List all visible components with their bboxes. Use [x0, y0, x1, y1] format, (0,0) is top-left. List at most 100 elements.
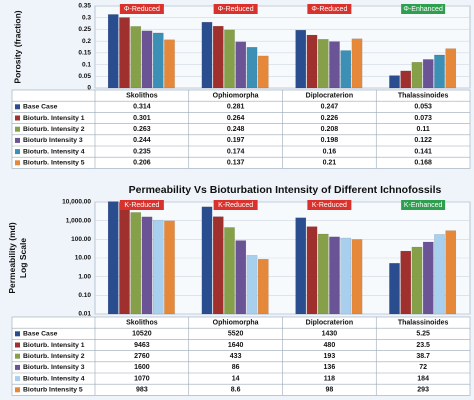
annotation: Φ-Reduced: [311, 6, 347, 13]
legend-swatch: [15, 115, 20, 121]
table-value: 72: [419, 364, 427, 371]
table-frame: [11, 89, 471, 169]
table-value: 23.5: [416, 342, 430, 349]
x-tick-label: Ophiomorpha: [213, 319, 259, 326]
legend-label: Base Case: [23, 104, 58, 111]
annotation-box: [213, 4, 258, 14]
table-value: 0.264: [227, 115, 245, 122]
legend-label: Bioturb. Intensity 4: [23, 148, 85, 155]
annotation: Φ-Enhanced: [403, 6, 443, 13]
table-value: 9463: [134, 342, 150, 349]
legend-label: Bioturb. Intensity 1: [23, 342, 85, 349]
legend-label: Bioturb Intensity 5: [23, 387, 83, 394]
bar: [164, 220, 175, 315]
bar: [152, 32, 164, 89]
y-tick-label: 100.00: [71, 236, 91, 243]
x-tick-label: Thalassinoides: [398, 92, 449, 99]
legend-swatch: [15, 160, 20, 166]
x-tick-label: Thalassinoides: [398, 319, 449, 326]
bar: [389, 75, 400, 89]
bar: [107, 14, 119, 89]
table-value: 0.208: [321, 126, 339, 133]
table-value: 0.248: [227, 126, 245, 133]
table-value: 2760: [134, 353, 150, 360]
annotation: K-Reduced: [218, 202, 253, 209]
table-value: 0.301: [133, 115, 151, 122]
table-value: 0.11: [417, 126, 430, 133]
table-value: 184: [417, 375, 429, 382]
table-value: 0.247: [321, 104, 339, 111]
legend-swatch: [15, 149, 20, 155]
table-value: 5.25: [416, 331, 430, 338]
bar: [164, 39, 175, 89]
bar: [434, 54, 445, 89]
table-value: 0.263: [133, 126, 151, 133]
y-tick-label: 0.10: [78, 292, 91, 299]
table-value: 0.168: [414, 160, 432, 167]
legend-label: Bioturb. Intensity 2: [23, 353, 85, 360]
bar: [411, 246, 423, 315]
bar: [235, 41, 247, 89]
y-tick-label: 0.25: [78, 26, 91, 33]
table-value: 0.141: [414, 148, 432, 155]
table-value: 0.174: [227, 148, 245, 155]
table-value: 0.206: [133, 160, 151, 167]
bar: [224, 29, 235, 89]
table-value: 293: [417, 387, 429, 394]
annotation-box: [401, 4, 446, 14]
bar: [246, 47, 258, 89]
table-value: 5520: [228, 331, 244, 338]
x-tick-label: Diplocraterion: [306, 92, 353, 99]
y-tick-label: 0.35: [78, 3, 91, 10]
bar: [445, 48, 457, 89]
table-value: 8.6: [231, 387, 241, 394]
bar: [400, 70, 412, 89]
legend-label: Bioturb. Intensity 1: [23, 115, 85, 122]
x-tick-label: Skolithos: [126, 92, 158, 99]
annotation: Φ-Reduced: [218, 6, 254, 13]
bar: [306, 226, 318, 315]
legend-swatch: [15, 376, 20, 382]
table-value: 0.314: [133, 104, 151, 111]
y-tick-label: 0.15: [78, 50, 91, 57]
x-tick-label: Diplocraterion: [306, 319, 353, 326]
annotation-box: [307, 200, 352, 210]
legend-swatch: [15, 104, 20, 110]
annotation-box: [307, 4, 352, 14]
bar: [422, 59, 434, 89]
table-value: 86: [232, 364, 240, 371]
bar: [246, 255, 258, 315]
y-tick-label: 1.00: [78, 273, 91, 280]
x-tick-label: Skolithos: [126, 319, 158, 326]
bar: [141, 30, 153, 89]
table-value: 193: [324, 353, 336, 360]
legend-label: Bioturb Intensity 3: [23, 137, 83, 144]
table-value: 0.226: [321, 115, 339, 122]
chart-title: Permeability Vs Bioturbation Intensity o…: [129, 184, 442, 196]
table-value: 1600: [134, 364, 150, 371]
bar: [434, 234, 445, 315]
y-axis-label: Log Scale: [18, 238, 28, 278]
bar: [119, 202, 130, 315]
legend-label: Bioturb. Intensity 2: [23, 126, 85, 133]
table-value: 0.16: [323, 148, 337, 155]
bar: [130, 212, 142, 315]
bar: [340, 50, 352, 89]
table-value: 0.244: [133, 137, 151, 144]
legend-label: Bioturb. Intensity 3: [23, 364, 85, 371]
annotation-box: [213, 200, 258, 210]
table-value: 0.137: [227, 160, 245, 167]
legend-swatch: [15, 126, 20, 132]
table-value: 0.281: [227, 104, 245, 111]
bar: [235, 240, 247, 315]
table-value: 0.053: [414, 104, 432, 111]
table-value: 0.197: [227, 137, 245, 144]
bar: [201, 206, 213, 315]
table-value: 118: [324, 375, 335, 382]
annotation-box: [119, 200, 164, 210]
bar: [295, 29, 307, 89]
y-tick-label: 0.1: [82, 61, 91, 68]
y-tick-label: 0.3: [82, 14, 91, 21]
y-tick-label: 0.2: [82, 38, 91, 45]
bar: [107, 201, 119, 315]
